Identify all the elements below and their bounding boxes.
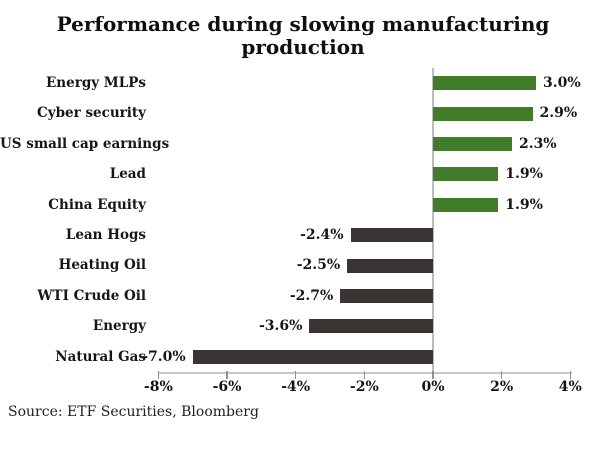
bar-negative (192, 349, 433, 364)
x-axis-tick-label: 0% (421, 379, 445, 395)
x-axis-tick-label: -8% (143, 379, 173, 395)
category-label: Lean Hogs (65, 227, 146, 243)
x-axis-tick-label: 2% (490, 379, 514, 395)
value-label: 1.9% (505, 166, 543, 183)
value-label: 2.9% (539, 105, 578, 122)
bar-positive (433, 167, 499, 182)
bar-negative (347, 258, 433, 273)
x-axis-tick (500, 371, 503, 379)
value-label: 1.9% (505, 196, 543, 213)
category-label: Energy MLPs (46, 75, 146, 91)
x-axis-tick (432, 371, 434, 379)
x-axis-tick (569, 371, 572, 379)
value-label: -2.5% (296, 257, 341, 274)
x-axis-line (159, 372, 572, 374)
source-note: Source: ETF Securities, Bloomberg (8, 404, 259, 420)
value-label: 3.0% (542, 75, 581, 91)
category-label: Energy (92, 318, 146, 335)
bar-positive (433, 106, 533, 121)
bar-positive (433, 76, 536, 91)
category-label: Cyber security (37, 105, 146, 122)
bar-negative (350, 228, 433, 243)
value-label: -7.0% (142, 348, 186, 365)
bar-negative (340, 289, 433, 303)
category-label: China Equity (48, 196, 146, 213)
value-label: -3.6% (258, 318, 303, 335)
category-label: Heating Oil (58, 257, 146, 274)
category-label: Natural Gas (55, 348, 146, 365)
category-label: WTI Crude Oil (37, 287, 146, 304)
x-axis-tick (363, 371, 366, 379)
value-label: 2.3% (518, 135, 557, 152)
x-axis-tick-label: -2% (349, 379, 379, 395)
x-axis-tick (226, 371, 228, 379)
category-label: US small cap earnings (0, 135, 170, 152)
value-label: -2.4% (300, 227, 344, 243)
bar-positive (433, 197, 499, 212)
x-axis-tick-label: -6% (212, 379, 242, 395)
category-label: Lead (109, 166, 146, 183)
zero-gridline (432, 68, 434, 372)
value-label: -2.7% (289, 287, 334, 304)
x-axis-tick (294, 371, 297, 379)
bar-positive (433, 137, 512, 151)
chart-title: Performance during slowing manufacturing… (56, 12, 550, 59)
x-axis-tick (157, 371, 160, 379)
bar-negative (309, 319, 433, 334)
x-axis-tick-label: -4% (281, 379, 311, 395)
x-axis-tick-label: 4% (558, 379, 582, 395)
